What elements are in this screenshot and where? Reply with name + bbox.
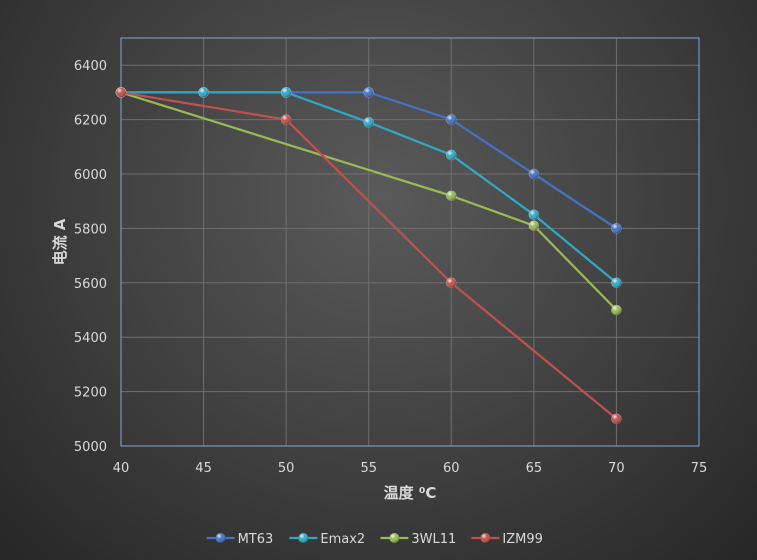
y-tick-label: 5800: [74, 222, 107, 237]
data-point: [445, 149, 457, 161]
x-tick-label: 40: [113, 461, 130, 476]
data-point-highlight: [528, 169, 539, 179]
data-point: [280, 114, 292, 125]
data-point: [611, 413, 622, 425]
series-line: [120, 91, 618, 420]
y-tick-label: 6400: [74, 59, 107, 74]
series-line: [120, 91, 618, 311]
data-point: [363, 117, 375, 128]
data-point-highlight: [611, 413, 622, 424]
y-tick-label: 6000: [74, 168, 107, 183]
data-point-highlight: [446, 149, 457, 160]
x-axis-title: 温度 ⁰C: [384, 484, 437, 502]
data-point-highlight: [528, 209, 539, 220]
y-axis-title: 电流 A: [51, 218, 69, 265]
x-tick-label: 60: [443, 461, 460, 476]
data-point-highlight: [611, 305, 622, 315]
data-point: [115, 87, 127, 98]
legend-label: 3WL11: [411, 532, 456, 547]
series-3wl11: [115, 87, 622, 316]
data-point: [445, 277, 457, 289]
data-point-highlight: [528, 220, 539, 231]
y-tick-label: 5000: [74, 440, 107, 455]
data-point: [198, 87, 209, 98]
legend: MT63 Emax2 3WL11 IZM99: [206, 532, 543, 547]
legend-item-emax2: Emax2: [289, 532, 365, 547]
y-tick-label: 5200: [74, 386, 107, 401]
data-point: [528, 209, 540, 221]
data-point: [611, 304, 622, 316]
x-tick-label: 65: [526, 461, 543, 476]
data-point-highlight: [281, 114, 292, 125]
x-tick-label: 45: [195, 461, 212, 476]
data-point-highlight: [116, 87, 126, 98]
legend-item-3wl11: 3WL11: [380, 532, 456, 547]
x-tick-label: 50: [278, 461, 295, 476]
grid-lines: [120, 38, 700, 447]
data-point: [611, 277, 622, 289]
legend-swatch-highlight: [480, 533, 491, 543]
data-point-highlight: [281, 87, 292, 98]
data-point-highlight: [198, 87, 209, 98]
legend-label: MT63: [238, 532, 274, 547]
data-point-highlight: [363, 117, 374, 128]
legend-swatch-highlight: [215, 533, 226, 543]
series-group: [115, 87, 622, 425]
legend-label: Emax2: [320, 532, 365, 547]
data-point: [280, 87, 292, 98]
data-point-highlight: [446, 277, 457, 288]
data-point: [528, 220, 540, 231]
data-point: [445, 114, 457, 125]
data-point-highlight: [363, 87, 374, 98]
series-izm99: [115, 87, 622, 425]
legend-swatch-highlight: [389, 533, 400, 543]
plot-area-border: [120, 37, 700, 447]
x-tick-label: 75: [691, 461, 708, 476]
x-tick-label: 70: [608, 461, 625, 476]
y-axis-ticks: 5000 5200 5400 5600 5800 6000 6200 6400: [74, 59, 107, 455]
data-point-highlight: [446, 190, 457, 201]
data-point-highlight: [446, 114, 457, 125]
legend-item-izm99: IZM99: [471, 532, 543, 547]
data-point-highlight: [611, 223, 622, 234]
series-emax2: [115, 87, 622, 289]
legend-swatch-highlight: [298, 533, 309, 543]
y-tick-label: 5400: [74, 331, 107, 346]
data-point: [363, 87, 375, 98]
y-tick-label: 6200: [74, 114, 107, 129]
data-point: [611, 223, 622, 234]
legend-item-mt63: MT63: [206, 532, 274, 547]
y-tick-label: 5600: [74, 277, 107, 292]
x-tick-label: 55: [360, 461, 377, 476]
x-axis-ticks: 40 45 50 55 60 65 70 75: [113, 461, 708, 476]
legend-label: IZM99: [502, 532, 543, 547]
data-point: [445, 190, 457, 202]
data-point-highlight: [611, 277, 622, 288]
data-point: [528, 168, 540, 180]
